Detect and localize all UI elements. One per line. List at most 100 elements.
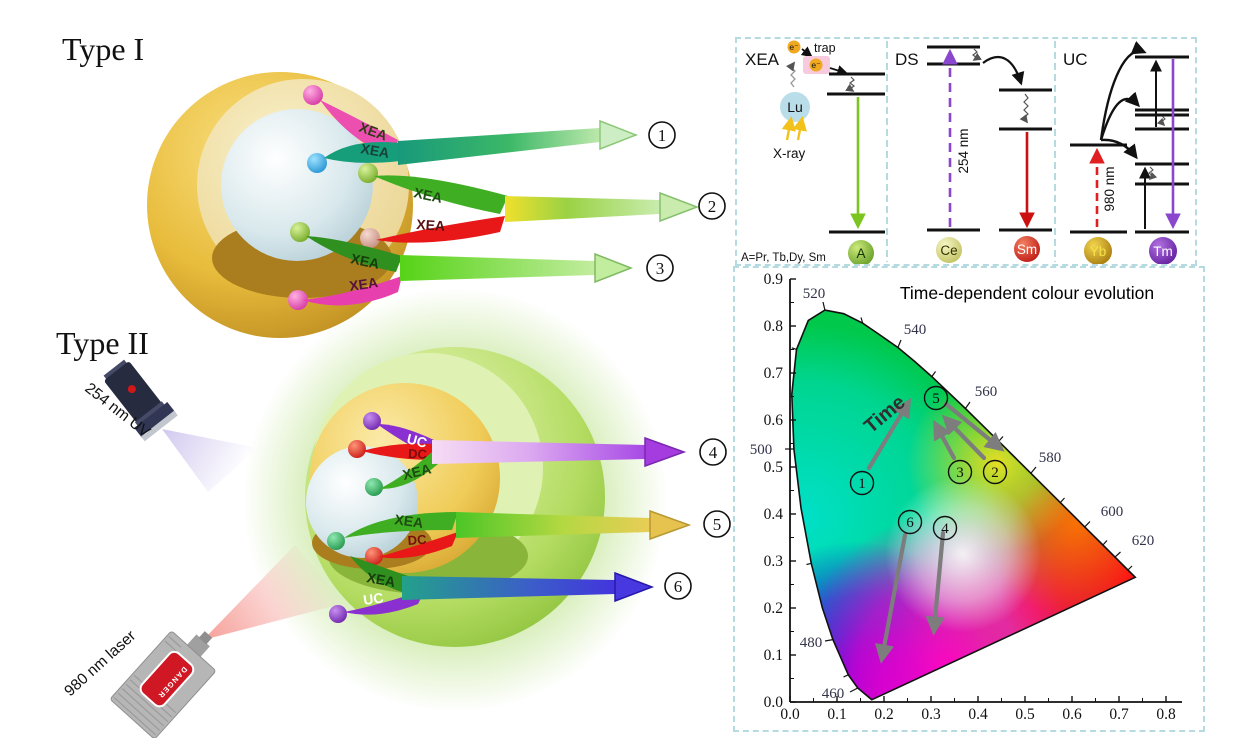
x-tick: 0.4 bbox=[968, 706, 988, 723]
beam-number-badges bbox=[646, 121, 731, 600]
ribbon-label: XEA bbox=[349, 250, 380, 272]
cie-x-tick-labels: 0.0 0.1 0.2 0.3 0.4 0.5 0.6 0.7 0.8 bbox=[780, 706, 1176, 723]
wl-580: 580 bbox=[1039, 450, 1062, 466]
xea-panel: XEA e⁻ trap e⁻ Lu X-ray A=Pr, Tb,Dy, Sm … bbox=[741, 40, 885, 266]
type2-title: Type II bbox=[56, 325, 149, 361]
uc-title: UC bbox=[1063, 50, 1088, 69]
x-tick: 0.5 bbox=[1015, 706, 1035, 723]
uc-transfer-arrows bbox=[1099, 40, 1147, 160]
type1-energy-ribbons: XEA XEA XEA XEA XEA XEA bbox=[302, 100, 508, 306]
nanoparticle-scene: Type I Type II XEA XEA XEA XEA XEA XEA bbox=[56, 31, 731, 738]
ds-panel: DS 254 nm Ce Sm bbox=[895, 45, 1052, 263]
tm-label: Tm bbox=[1153, 244, 1173, 259]
cie-point-2: 2 bbox=[991, 465, 999, 481]
cie-point-3: 3 bbox=[956, 465, 964, 481]
activator-ion bbox=[848, 240, 874, 266]
type2-dopant-green bbox=[365, 478, 383, 496]
ribbon-label: XEA bbox=[348, 274, 379, 294]
wl-620: 620 bbox=[1132, 533, 1155, 549]
ribbon-label: XEA bbox=[365, 569, 396, 590]
cie-point-1: 1 bbox=[858, 476, 866, 492]
x-tick: 0.3 bbox=[921, 706, 941, 723]
mechanism-panels: XEA e⁻ trap e⁻ Lu X-ray A=Pr, Tb,Dy, Sm … bbox=[735, 37, 1197, 266]
relaxation-squiggle bbox=[845, 76, 855, 92]
type2-energy-ribbons: UC DC XEA XEA DC XEA UC bbox=[344, 424, 458, 615]
y-tick: 0.7 bbox=[764, 365, 784, 382]
colour-evolution-arrows bbox=[866, 398, 1005, 664]
relaxation-squiggle bbox=[1156, 115, 1166, 127]
type2-dopant-red bbox=[348, 440, 366, 458]
electron-icon bbox=[787, 40, 801, 54]
uc-energy-levels bbox=[1070, 55, 1189, 234]
lu-ion bbox=[780, 92, 810, 122]
wl-560: 560 bbox=[975, 384, 998, 400]
wl-460: 460 bbox=[822, 686, 845, 702]
beam-2-label: 2 bbox=[708, 197, 717, 216]
type1-dopant-green bbox=[290, 222, 310, 242]
beam-4-label: 4 bbox=[709, 443, 718, 462]
wavelength-labels: 460 480 500 520 540 560 580 600 620 bbox=[750, 286, 1155, 702]
ribbon-label: UC bbox=[405, 430, 429, 450]
xray-arrow bbox=[792, 116, 807, 141]
relaxation-squiggle bbox=[1019, 93, 1029, 124]
type1-dopant-beige bbox=[360, 228, 380, 248]
yb-ion bbox=[1084, 237, 1112, 265]
sm-label: Sm bbox=[1017, 242, 1037, 257]
beam-number-digits: 1 2 3 4 5 6 bbox=[656, 126, 722, 596]
cie-point-5: 5 bbox=[932, 391, 940, 407]
ribbon-label: XEA bbox=[401, 460, 433, 482]
cie-y-tick-labels: 0.0 0.1 0.2 0.3 0.4 0.5 0.6 0.7 0.8 0.9 bbox=[764, 271, 784, 711]
energy-transfer-arrow bbox=[982, 56, 1025, 86]
x-tick: 0.0 bbox=[780, 706, 800, 723]
uv-flashlight-icon bbox=[103, 359, 178, 442]
cie-point-6: 6 bbox=[906, 515, 914, 531]
spectral-locus bbox=[790, 309, 1137, 701]
electron-label: e⁻ bbox=[789, 42, 798, 52]
ribbon-label: UC bbox=[362, 589, 384, 608]
cie-point-circles bbox=[849, 385, 1008, 541]
y-tick: 0.0 bbox=[764, 694, 784, 711]
laser-beam bbox=[203, 545, 345, 640]
beam-3-label: 3 bbox=[656, 259, 665, 278]
y-tick: 0.2 bbox=[764, 600, 783, 617]
ribbon-label: DC bbox=[407, 532, 427, 548]
y-tick: 0.6 bbox=[764, 412, 784, 429]
relaxation-squiggle bbox=[1148, 166, 1158, 181]
lu-label: Lu bbox=[787, 99, 803, 115]
cie-title: Time-dependent colour evolution bbox=[900, 283, 1154, 303]
beam-1-label: 1 bbox=[658, 126, 667, 145]
cie-chromaticity-chart: 0.0 0.1 0.2 0.3 0.4 0.5 0.6 0.7 0.8 0.0 … bbox=[750, 271, 1182, 723]
type1-core bbox=[221, 109, 373, 261]
ribbon-label: XEA bbox=[394, 511, 425, 531]
x-tick: 0.1 bbox=[827, 706, 846, 723]
uv-beam bbox=[162, 429, 258, 492]
xray-label: X-ray bbox=[773, 146, 806, 161]
type2-dopant-green bbox=[327, 532, 345, 550]
y-tick: 0.1 bbox=[764, 647, 783, 664]
beam-5-label: 5 bbox=[713, 515, 722, 534]
cie-point-digits: 1 2 3 4 5 6 bbox=[858, 391, 999, 537]
ribbon-label: XEA bbox=[359, 140, 390, 161]
x-tick: 0.6 bbox=[1062, 706, 1082, 723]
trapped-electron-label: e⁻ bbox=[811, 60, 820, 70]
ce-label: Ce bbox=[940, 243, 957, 258]
y-tick: 0.3 bbox=[764, 553, 784, 570]
laser-device-icon: DANGER bbox=[110, 631, 216, 738]
type1-emission-beams bbox=[398, 119, 700, 284]
wl-540: 540 bbox=[904, 322, 927, 338]
wl-520: 520 bbox=[803, 286, 826, 302]
ds-title: DS bbox=[895, 50, 919, 69]
cie-point-4: 4 bbox=[941, 521, 949, 537]
y-tick: 0.8 bbox=[764, 318, 784, 335]
type2-dopant-purple bbox=[363, 412, 381, 430]
ds-energy-levels bbox=[927, 45, 1052, 232]
xea-title: XEA bbox=[745, 50, 780, 69]
x-tick: 0.8 bbox=[1156, 706, 1176, 723]
type2-core bbox=[306, 446, 418, 558]
uc-wavelength-label: 980 nm bbox=[1102, 166, 1117, 211]
activator-label: A bbox=[856, 246, 865, 261]
type1-title: Type I bbox=[62, 31, 144, 67]
type2-nanoparticle bbox=[243, 288, 667, 712]
mechanism-diagrams: XEA e⁻ trap e⁻ Lu X-ray A=Pr, Tb,Dy, Sm … bbox=[741, 40, 1189, 266]
